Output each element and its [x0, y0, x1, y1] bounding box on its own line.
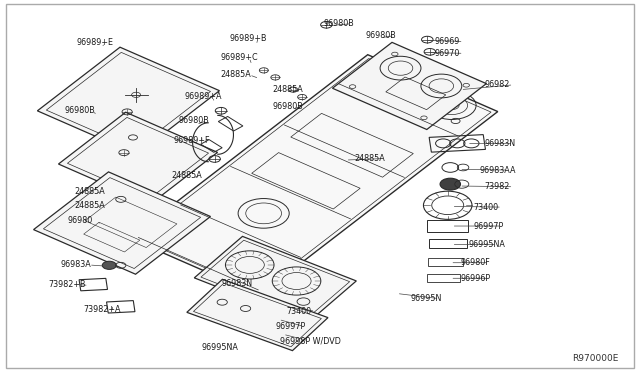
Text: R970000E: R970000E — [573, 354, 619, 363]
Text: 24885A: 24885A — [220, 70, 251, 79]
Text: 96996P: 96996P — [461, 274, 491, 283]
Text: 24885A: 24885A — [272, 85, 303, 94]
Circle shape — [440, 178, 461, 190]
Text: 96980B: 96980B — [65, 106, 95, 115]
Text: 96989+C: 96989+C — [220, 53, 258, 62]
Polygon shape — [195, 236, 356, 323]
Polygon shape — [58, 112, 218, 204]
Text: 96980B: 96980B — [366, 31, 397, 40]
Text: 24885A: 24885A — [172, 171, 203, 180]
Text: 96997P: 96997P — [275, 322, 305, 331]
Text: 96995NA: 96995NA — [202, 343, 239, 352]
Text: 96980F: 96980F — [461, 258, 490, 267]
Polygon shape — [37, 47, 220, 154]
Polygon shape — [187, 279, 328, 351]
Text: 24885A: 24885A — [74, 187, 105, 196]
Text: 96989+B: 96989+B — [229, 34, 267, 43]
Text: 73982+B: 73982+B — [48, 280, 86, 289]
Text: 96997P: 96997P — [473, 221, 504, 231]
Text: 96983N: 96983N — [484, 139, 516, 148]
Text: 96995NA: 96995NA — [468, 240, 505, 249]
Text: 73400: 73400 — [473, 203, 499, 212]
Text: 96989+E: 96989+E — [76, 38, 113, 47]
Polygon shape — [129, 55, 498, 295]
Polygon shape — [332, 42, 486, 129]
Text: 96998P W/DVD: 96998P W/DVD — [280, 336, 341, 346]
Text: 73982: 73982 — [484, 182, 510, 191]
Circle shape — [102, 261, 116, 269]
Text: 96982: 96982 — [484, 80, 510, 89]
Text: 73400: 73400 — [287, 307, 312, 316]
Text: 24885A: 24885A — [74, 201, 105, 210]
Text: 24885A: 24885A — [355, 154, 385, 163]
Text: 96970: 96970 — [435, 49, 460, 58]
Text: 96980B: 96980B — [323, 19, 354, 28]
Polygon shape — [33, 172, 211, 274]
Text: 96980B: 96980B — [178, 116, 209, 125]
Text: 73982+A: 73982+A — [84, 305, 121, 314]
Text: 96989+F: 96989+F — [173, 136, 210, 145]
Text: 96980: 96980 — [68, 217, 93, 225]
Text: 96983AA: 96983AA — [479, 166, 516, 174]
Text: 96989+A: 96989+A — [184, 92, 222, 101]
Text: 96983A: 96983A — [60, 260, 91, 269]
Text: 96980B: 96980B — [272, 102, 303, 111]
Text: 96995N: 96995N — [411, 294, 442, 303]
Text: 96969: 96969 — [435, 37, 460, 46]
Text: 96983N: 96983N — [221, 279, 252, 288]
